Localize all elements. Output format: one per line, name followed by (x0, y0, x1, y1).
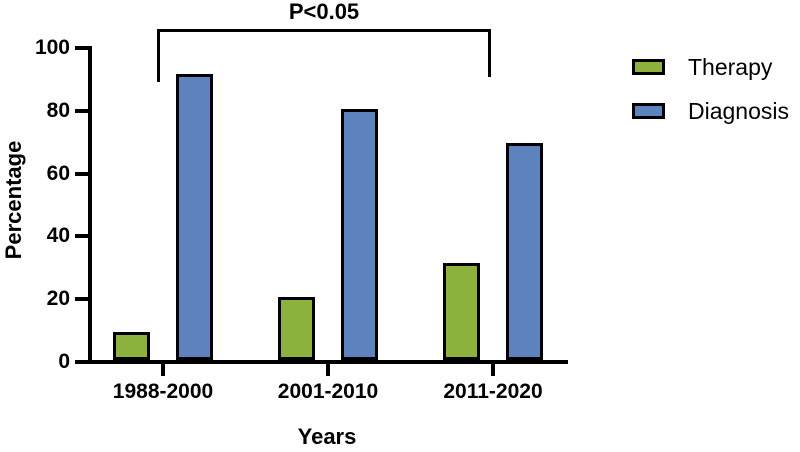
y-tick-40 (75, 234, 88, 239)
x-category-label-2001-2010: 2001-2010 (277, 380, 379, 403)
y-tick-label-60: 60 (46, 161, 70, 185)
significance-label: P<0.05 (288, 0, 360, 24)
x-category-label-2011-2020: 2011-2020 (443, 380, 543, 403)
significance-bracket-left-leg (157, 29, 160, 82)
bar-therapy-1988-2000 (113, 332, 150, 360)
y-axis-line (88, 46, 92, 364)
x-tick-2011-2020 (491, 364, 495, 376)
legend-label-diagnosis: Diagnosis (688, 98, 789, 124)
bar-therapy-2001-2010 (278, 297, 315, 360)
significance-bracket-right-leg (488, 29, 491, 77)
y-tick-60 (75, 171, 88, 176)
bar-diagnosis-1988-2000 (176, 74, 213, 360)
x-tick-2001-2010 (326, 364, 330, 376)
y-tick-label-20: 20 (46, 287, 70, 311)
x-category-label-1988-2000: 1988-2000 (112, 380, 214, 403)
legend-item-diagnosis: Diagnosis (632, 98, 789, 124)
legend-item-therapy: Therapy (632, 54, 789, 80)
legend-label-therapy: Therapy (688, 54, 773, 80)
y-tick-label-40: 40 (46, 224, 70, 248)
y-tick-label-100: 100 (34, 36, 70, 59)
y-axis-title: Percentage (1, 140, 26, 260)
x-axis-line (88, 360, 568, 364)
y-tick-20 (75, 297, 88, 302)
bar-diagnosis-2001-2010 (341, 109, 378, 360)
y-tick-100 (75, 46, 88, 50)
x-axis-title: Years (297, 424, 357, 449)
y-tick-80 (75, 108, 88, 113)
y-tick-label-0: 0 (58, 350, 70, 373)
legend-swatch-therapy (632, 59, 665, 75)
x-tick-1988-2000 (161, 364, 165, 376)
y-tick-label-80: 80 (46, 98, 70, 122)
bar-therapy-2011-2020 (443, 263, 480, 360)
legend-swatch-diagnosis (632, 103, 665, 119)
y-tick-0 (75, 360, 88, 364)
significance-bracket-horizontal (157, 29, 491, 32)
bar-diagnosis-2011-2020 (506, 143, 543, 360)
legend: Therapy Diagnosis (632, 54, 789, 124)
